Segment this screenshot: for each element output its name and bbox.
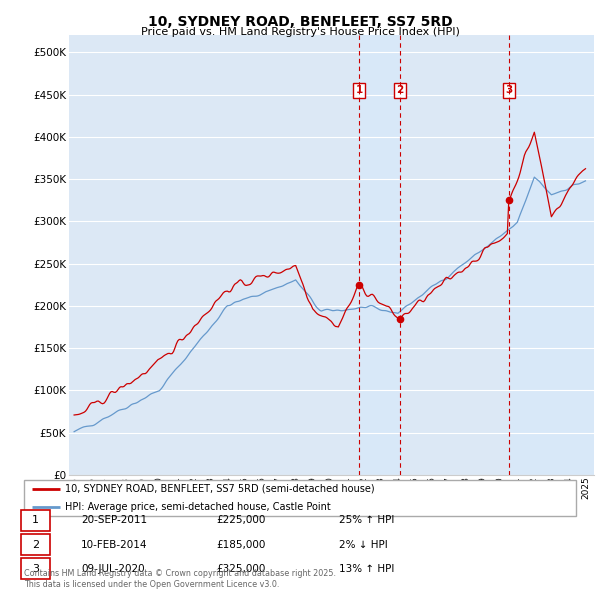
Text: 3: 3 <box>32 564 39 573</box>
Text: 10, SYDNEY ROAD, BENFLEET, SS7 5RD (semi-detached house): 10, SYDNEY ROAD, BENFLEET, SS7 5RD (semi… <box>65 484 375 494</box>
Text: HPI: Average price, semi-detached house, Castle Point: HPI: Average price, semi-detached house,… <box>65 502 331 512</box>
Text: £325,000: £325,000 <box>216 564 265 573</box>
FancyBboxPatch shape <box>21 534 50 555</box>
Text: 10-FEB-2014: 10-FEB-2014 <box>81 540 148 549</box>
Text: 25% ↑ HPI: 25% ↑ HPI <box>339 516 394 525</box>
Text: Contains HM Land Registry data © Crown copyright and database right 2025.
This d: Contains HM Land Registry data © Crown c… <box>24 569 336 589</box>
Text: 09-JUL-2020: 09-JUL-2020 <box>81 564 145 573</box>
Text: 3: 3 <box>505 86 513 96</box>
FancyBboxPatch shape <box>21 510 50 531</box>
Text: 2% ↓ HPI: 2% ↓ HPI <box>339 540 388 549</box>
Text: £225,000: £225,000 <box>216 516 265 525</box>
Bar <box>359 35 400 475</box>
Text: 20-SEP-2011: 20-SEP-2011 <box>81 516 147 525</box>
Text: 1: 1 <box>355 86 363 96</box>
Text: Price paid vs. HM Land Registry's House Price Index (HPI): Price paid vs. HM Land Registry's House … <box>140 27 460 37</box>
FancyBboxPatch shape <box>21 558 50 579</box>
Text: 13% ↑ HPI: 13% ↑ HPI <box>339 564 394 573</box>
Bar <box>509 35 594 475</box>
Text: 2: 2 <box>32 540 39 549</box>
Text: 1: 1 <box>32 516 39 525</box>
Text: 10, SYDNEY ROAD, BENFLEET, SS7 5RD: 10, SYDNEY ROAD, BENFLEET, SS7 5RD <box>148 15 452 29</box>
Text: £185,000: £185,000 <box>216 540 265 549</box>
FancyBboxPatch shape <box>24 480 576 516</box>
Text: 2: 2 <box>396 86 403 96</box>
